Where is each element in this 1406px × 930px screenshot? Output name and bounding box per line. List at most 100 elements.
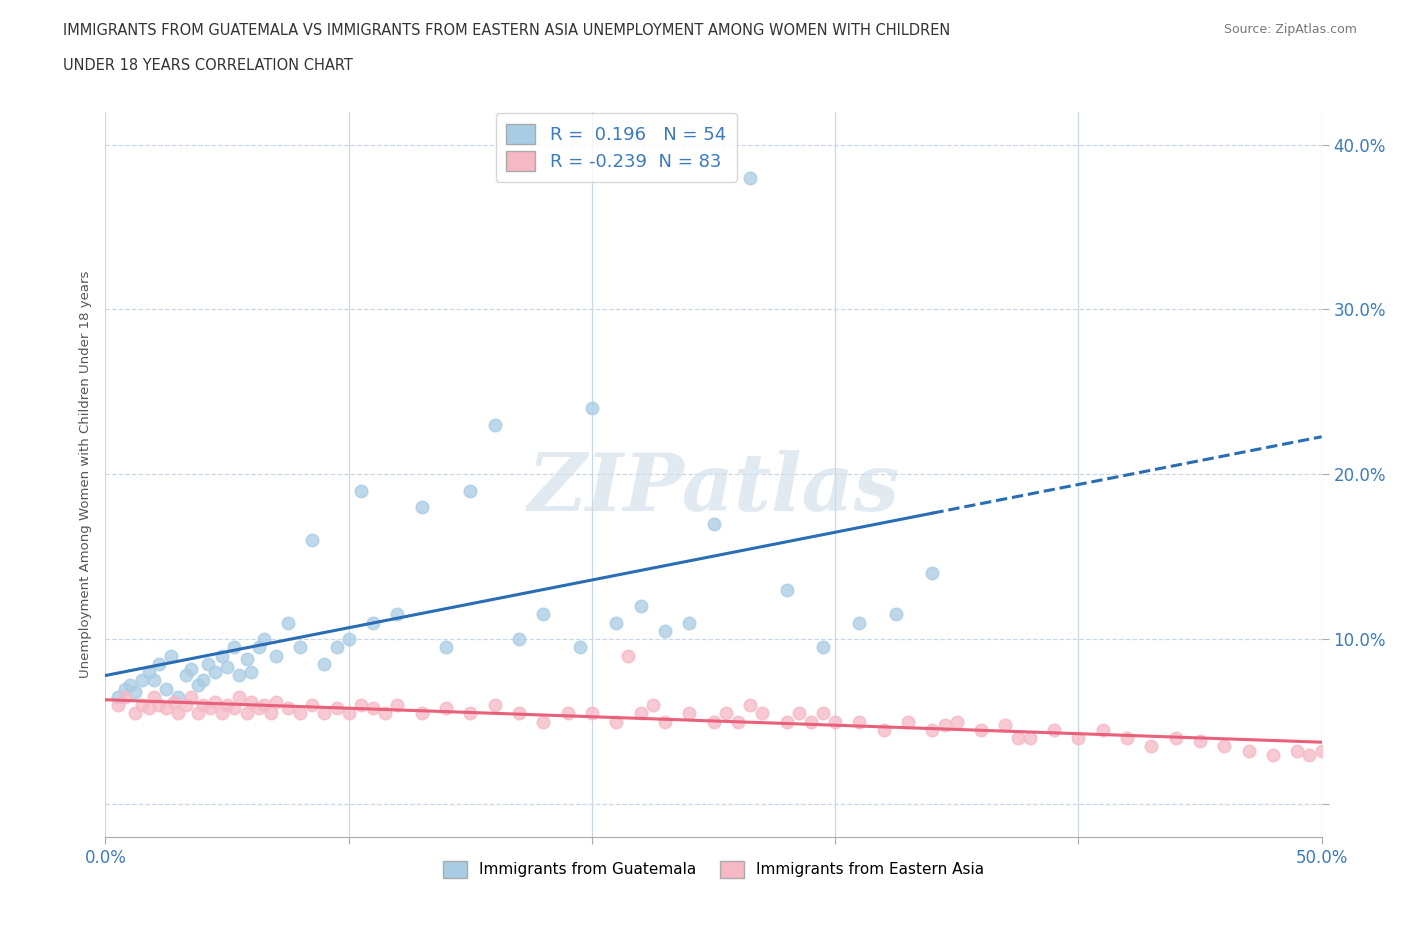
Point [155,681,177,696]
Point [162,695,184,710]
Point [738,698,761,712]
Point [921,723,943,737]
Point [247,701,270,716]
Point [1043,723,1066,737]
Point [325,640,347,655]
Point [605,616,627,631]
Point [224,640,246,655]
Point [118,678,141,693]
Point [301,698,323,712]
Point [654,623,676,638]
Point [1189,734,1212,749]
Point [458,706,481,721]
Point [187,706,209,721]
Point [217,698,239,712]
Point [228,668,250,683]
Point [775,582,797,597]
Point [387,607,409,622]
Point [411,499,433,514]
Point [350,484,373,498]
Point [148,698,170,712]
Point [361,616,384,631]
Point [167,689,190,704]
Point [738,170,761,185]
Point [714,706,737,721]
Point [970,723,993,737]
Point [174,698,197,712]
Point [1213,738,1236,753]
Point [191,698,214,712]
Point [1116,731,1139,746]
Point [1007,731,1029,746]
Point [107,689,129,704]
Point [1286,744,1309,759]
Point [138,701,160,716]
Point [217,659,239,674]
Point [434,701,457,716]
Point [1140,738,1163,753]
Point [235,652,257,667]
Point [114,689,136,704]
Point [228,689,250,704]
Point [277,616,299,631]
Point [411,706,433,721]
Point [702,714,725,729]
Point [387,698,409,712]
Point [1237,744,1260,759]
Point [235,706,257,721]
Point [204,695,226,710]
Point [374,706,396,721]
Point [800,714,823,729]
Point [114,681,136,696]
Point [301,533,323,548]
Point [143,689,166,704]
Point [314,706,336,721]
Point [678,706,700,721]
Point [484,418,506,432]
Point [727,714,749,729]
Point [224,701,246,716]
Point [678,616,700,631]
Point [264,695,287,710]
Point [180,661,202,676]
Point [198,701,221,716]
Point [630,599,652,614]
Point [581,706,603,721]
Point [641,698,664,712]
Point [143,673,166,688]
Point [167,706,190,721]
Point [654,714,676,729]
Point [775,714,797,729]
Point [484,698,506,712]
Text: ZIPatlas: ZIPatlas [527,450,900,527]
Point [288,640,311,655]
Point [1018,731,1040,746]
Point [531,714,554,729]
Point [811,640,834,655]
Point [314,657,336,671]
Point [824,714,846,729]
Point [1298,747,1320,762]
Point [325,701,347,716]
Point [508,631,530,646]
Point [191,673,214,688]
Point [252,698,274,712]
Point [138,665,160,680]
Point [568,640,591,655]
Point [921,565,943,580]
Point [508,706,530,721]
Point [557,706,579,721]
Point [187,678,209,693]
Point [1164,731,1187,746]
Point [787,706,810,721]
Point [107,698,129,712]
Legend: Immigrants from Guatemala, Immigrants from Eastern Asia: Immigrants from Guatemala, Immigrants fr… [437,855,990,884]
Point [811,706,834,721]
Point [148,657,170,671]
Point [124,684,146,699]
Point [197,657,219,671]
Point [131,698,153,712]
Point [264,648,287,663]
Point [458,484,481,498]
Text: UNDER 18 YEARS CORRELATION CHART: UNDER 18 YEARS CORRELATION CHART [63,58,353,73]
